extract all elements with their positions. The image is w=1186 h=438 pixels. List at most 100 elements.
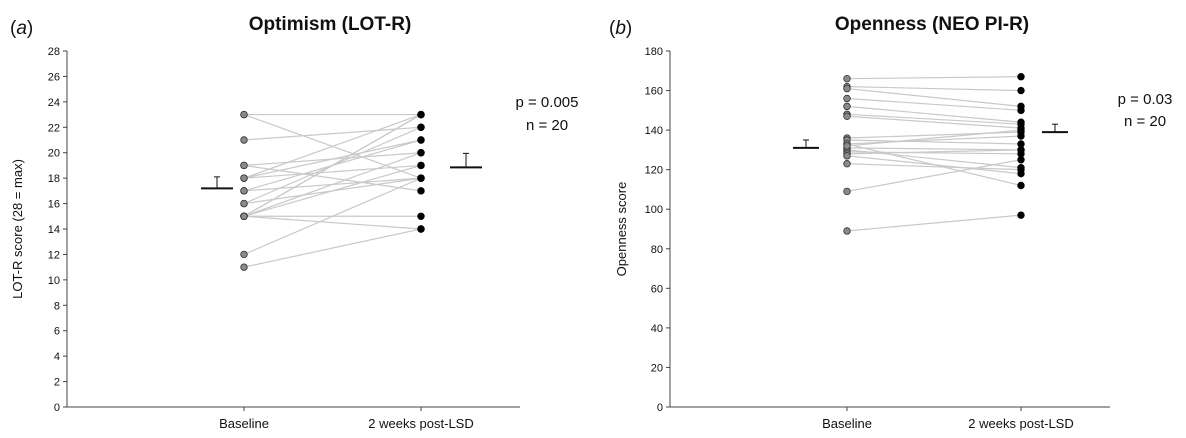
y-tick-label: 0 bbox=[54, 402, 60, 414]
y-tick-label: 24 bbox=[48, 97, 60, 109]
baseline-point bbox=[843, 102, 851, 111]
post-lsd-point bbox=[417, 174, 425, 182]
baseline-point bbox=[240, 187, 248, 195]
y-tick-label: 0 bbox=[657, 402, 663, 414]
baseline-point bbox=[240, 136, 248, 144]
baseline-point bbox=[843, 160, 851, 168]
p-value-annotation: p = 0.005 bbox=[516, 94, 579, 111]
pair-line bbox=[243, 164, 422, 217]
baseline-point bbox=[843, 152, 851, 160]
y-tick-label: 160 bbox=[645, 86, 663, 98]
baseline-point bbox=[843, 84, 851, 93]
y-tick-label: 140 bbox=[645, 125, 663, 137]
pair-line bbox=[846, 113, 1022, 125]
x-tick-label: Baseline bbox=[822, 416, 872, 431]
baseline-point bbox=[843, 74, 851, 83]
baseline-point bbox=[843, 94, 851, 103]
post-lsd-point bbox=[1017, 181, 1025, 190]
pair-line bbox=[243, 164, 422, 179]
y-tick-label: 14 bbox=[48, 224, 60, 236]
post-lsd-point bbox=[417, 212, 425, 220]
y-tick-label: 100 bbox=[645, 204, 663, 216]
baseline-point bbox=[240, 212, 248, 220]
pair-line bbox=[243, 228, 422, 268]
chart-title: Optimism (LOT-R) bbox=[249, 14, 412, 35]
y-tick-label: 80 bbox=[651, 244, 663, 256]
pair-line bbox=[243, 114, 422, 217]
post-lsd-point bbox=[1017, 126, 1025, 134]
n-annotation: n = 20 bbox=[1124, 113, 1166, 130]
panel-letter: (a) bbox=[10, 18, 33, 39]
post-lsd-point bbox=[417, 136, 425, 144]
panel-letter: (b) bbox=[609, 18, 632, 39]
y-tick-label: 4 bbox=[54, 351, 60, 363]
post-lsd-point bbox=[1017, 146, 1025, 154]
y-tick-label: 120 bbox=[645, 165, 663, 177]
chart-panel-b: (b) Openness (NEO PI-R) 0 20 40 60 80 100 120 140… bbox=[609, 14, 1172, 431]
post-lsd-point bbox=[417, 149, 425, 157]
pair-line bbox=[846, 97, 1022, 111]
y-tick-label: 6 bbox=[54, 326, 60, 338]
y-tick-label: 22 bbox=[48, 122, 60, 134]
y-tick-label: 2 bbox=[54, 377, 60, 389]
y-tick-label: 16 bbox=[48, 199, 60, 211]
baseline-point bbox=[240, 199, 248, 208]
y-tick-label: 60 bbox=[651, 283, 663, 295]
x-tick-label: 2 weeks post-LSD bbox=[968, 416, 1074, 431]
post-lsd-point bbox=[417, 123, 425, 131]
pair-line bbox=[243, 215, 422, 230]
post-lsd-point bbox=[417, 161, 425, 170]
y-tick-label: 20 bbox=[651, 362, 663, 374]
pair-line bbox=[846, 86, 1022, 92]
baseline-point bbox=[240, 250, 248, 259]
pair-line bbox=[846, 135, 1022, 145]
y-axis-label: Openness score bbox=[614, 182, 629, 277]
baseline-point bbox=[843, 227, 851, 235]
baseline-point bbox=[240, 110, 248, 119]
post-lsd-point bbox=[417, 225, 425, 233]
y-tick-label: 18 bbox=[48, 173, 60, 185]
pair-line bbox=[846, 149, 1022, 155]
y-tick-label: 28 bbox=[48, 46, 60, 58]
x-tick-label: 2 weeks post-LSD bbox=[368, 416, 474, 431]
pair-line bbox=[243, 126, 422, 141]
pair-line bbox=[846, 159, 1022, 193]
pair-line bbox=[243, 139, 422, 179]
baseline-point bbox=[240, 263, 248, 271]
y-axis-label: LOT-R score (28 = max) bbox=[10, 159, 25, 299]
pair-line bbox=[846, 76, 1022, 80]
y-tick-label: 40 bbox=[651, 323, 663, 335]
pair-line bbox=[846, 151, 1022, 155]
pair-line bbox=[243, 114, 422, 179]
x-tick-label: Baseline bbox=[219, 416, 269, 431]
pair-line bbox=[846, 139, 1022, 145]
post-lsd-point bbox=[417, 187, 425, 195]
post-lsd-point bbox=[417, 110, 425, 119]
pair-line bbox=[846, 129, 1022, 147]
pair-line bbox=[243, 152, 422, 217]
pair-line bbox=[846, 143, 1022, 187]
baseline-point bbox=[240, 174, 248, 182]
y-tick-label: 180 bbox=[645, 46, 663, 58]
baseline-point bbox=[843, 187, 851, 196]
p-value-annotation: p = 0.03 bbox=[1118, 91, 1173, 108]
pair-line bbox=[846, 105, 1022, 123]
post-lsd-point bbox=[1017, 156, 1025, 164]
post-lsd-point bbox=[1017, 86, 1025, 95]
y-tick-label: 10 bbox=[48, 275, 60, 287]
y-tick-label: 26 bbox=[48, 71, 60, 83]
n-annotation: n = 20 bbox=[526, 117, 568, 134]
y-tick-label: 20 bbox=[48, 148, 60, 160]
baseline-point bbox=[843, 112, 851, 120]
post-lsd-point bbox=[1017, 211, 1025, 219]
pair-line bbox=[846, 87, 1022, 107]
post-lsd-point bbox=[1017, 165, 1025, 174]
pair-line bbox=[846, 163, 1022, 171]
pair-line bbox=[846, 115, 1022, 129]
pair-line bbox=[846, 147, 1022, 151]
pair-line bbox=[243, 164, 422, 192]
y-tick-label: 12 bbox=[48, 249, 60, 261]
pair-line bbox=[846, 214, 1022, 232]
